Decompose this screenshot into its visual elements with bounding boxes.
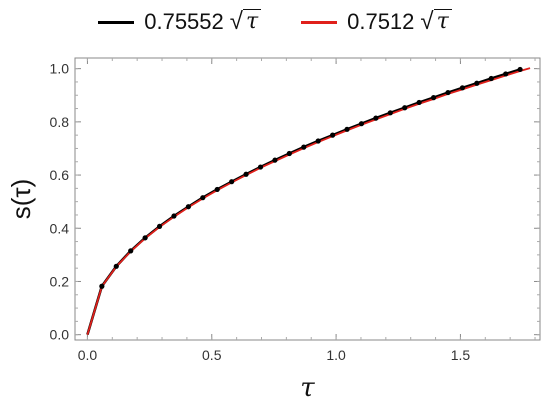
legend-entry-red: 0.7512 √ τ (301, 9, 452, 35)
data-point (459, 85, 466, 91)
legend-coefficient-red: 0.7512 (347, 9, 415, 34)
legend-swatch-red (301, 20, 338, 24)
data-point (243, 171, 249, 177)
x-tick-label: 1.0 (326, 347, 346, 363)
data-point (113, 263, 119, 269)
data-point (315, 138, 321, 144)
x-tick-label: 0.0 (78, 347, 98, 363)
legend-entry-black: 0.75552 √ τ (98, 9, 262, 35)
data-point (272, 157, 278, 163)
y-tick-label: 0.0 (50, 327, 70, 343)
data-point (373, 115, 379, 121)
data-point (488, 75, 494, 82)
sqrt-symbol: √ τ (230, 9, 262, 35)
x-tick-label: 0.5 (202, 347, 222, 363)
chart-legend: 0.75552 √ τ 0.7512 √ τ (0, 4, 550, 40)
axis-ticks: 0.0 0.5 1.0 1.5 0.0 0.2 0.4 0.6 0.8 1.0 (50, 58, 540, 363)
data-point (301, 144, 307, 150)
data-point (358, 121, 365, 127)
legend-radicand-black: τ (242, 9, 262, 34)
sqrt-symbol: √ τ (420, 9, 452, 35)
data-point (229, 179, 235, 185)
y-axis-label: s(τ) (6, 179, 36, 220)
data-point (257, 164, 264, 170)
data-point (344, 126, 350, 132)
y-tick-label: 0.2 (50, 273, 70, 289)
series-line-red (86, 67, 531, 335)
data-point (142, 235, 148, 241)
data-point (286, 150, 292, 157)
y-tick-label: 1.0 (50, 61, 70, 77)
x-tick-label: 1.5 (451, 347, 471, 363)
data-point (99, 283, 105, 289)
legend-swatch-black (98, 20, 135, 24)
data-point (430, 95, 437, 101)
series-layer (86, 66, 531, 336)
x-axis-label: τ (300, 373, 315, 403)
data-point (517, 66, 523, 73)
data-point (503, 71, 509, 77)
legend-label-black: 0.75552 √ τ (144, 9, 262, 35)
y-tick-label: 0.4 (50, 220, 70, 236)
data-point (171, 213, 177, 219)
legend-label-red: 0.7512 √ τ (347, 9, 452, 35)
plot-frame (74, 57, 541, 341)
legend-radicand-red: τ (433, 9, 452, 34)
data-point (330, 132, 336, 138)
data-point (445, 89, 451, 96)
data-point (474, 80, 480, 86)
data-point (128, 248, 134, 254)
data-point (387, 110, 393, 116)
data-point (416, 99, 422, 106)
data-point (214, 186, 220, 193)
y-tick-label: 0.6 (50, 167, 70, 183)
series-line-black (86, 68, 521, 336)
data-point (402, 105, 408, 111)
legend-coefficient-black: 0.75552 (144, 9, 224, 34)
y-tick-label: 0.8 (50, 114, 70, 130)
data-point (200, 195, 206, 201)
data-point (185, 204, 191, 210)
data-point (156, 223, 163, 230)
